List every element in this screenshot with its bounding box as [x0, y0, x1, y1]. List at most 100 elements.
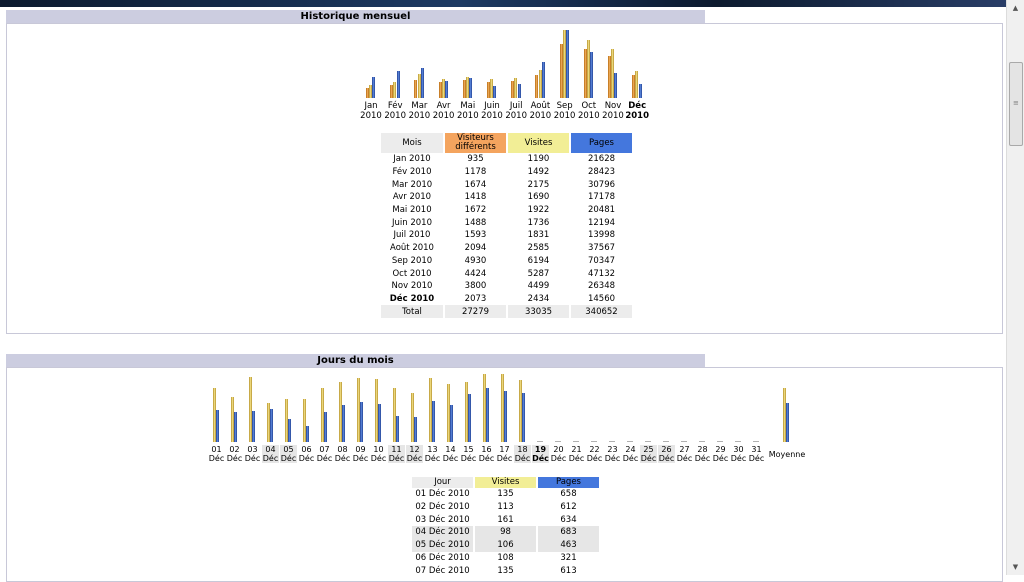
total-pages: 340652 [571, 305, 632, 318]
monthly-axis-label: Jan 2010 [360, 101, 382, 121]
day-cell: 05 Déc 2010 [412, 539, 473, 552]
monthly-axis-labels: Jan 2010 Fév 2010 Mar 2010 Avr 2010 Mai 2010 Juin 2… [360, 101, 662, 123]
table-row: Jan 2010 935 1190 21628 [381, 153, 632, 166]
table-row: Avr 2010 1418 1690 17178 [381, 191, 632, 204]
day-pages-cell: 634 [560, 514, 577, 525]
monthly-bar-visits [635, 71, 639, 98]
daily-bar-visits [393, 388, 396, 442]
monthly-bar-pages [493, 86, 497, 98]
monthly-bar-visits [369, 85, 373, 98]
visits-cell: 1736 [527, 217, 550, 228]
daily-bar-pages [468, 394, 471, 442]
visits-cell: 1831 [527, 230, 550, 241]
daily-average-label: Moyenne [768, 450, 806, 459]
pages-cell: 14560 [587, 293, 616, 304]
monthly-axis-label: Oct 2010 [577, 101, 600, 121]
unique-cell: 1672 [464, 205, 487, 216]
scrollbar-thumb[interactable]: ≡ [1009, 62, 1023, 146]
col-header-visits: Visites [508, 133, 569, 153]
day-cell: 07 Déc 2010 [415, 565, 470, 576]
daily-bar-pages [594, 441, 597, 442]
unique-cell: 3800 [464, 281, 487, 292]
visits-cell: 2175 [527, 179, 550, 190]
daily-axis-label: 18 Déc [514, 445, 531, 463]
pages-cell: 13998 [587, 230, 616, 241]
day-pages-cell: 683 [538, 526, 599, 540]
table-row: Août 2010 2094 2585 37567 [381, 242, 632, 255]
pages-cell: 17178 [587, 192, 616, 203]
table-row: Mai 2010 1672 1922 20481 [381, 204, 632, 217]
monthly-bar-pages [420, 68, 424, 98]
daily-axis-label: 31 Déc [748, 445, 765, 463]
daily-bar-visits [627, 441, 630, 442]
visits-cell: 1922 [527, 205, 550, 216]
monthly-bar-visits [514, 78, 518, 98]
monthly-bar-unique [462, 80, 466, 98]
daily-bar-pages [288, 419, 291, 442]
day-visits-cell: 106 [475, 539, 536, 552]
daily-bar-visits [537, 441, 540, 442]
monthly-bar-pages [566, 30, 569, 98]
monthly-axis-label: Déc 2010 [625, 101, 650, 121]
pages-cell: 37567 [587, 243, 616, 254]
monthly-bar-pages [469, 78, 473, 98]
monthly-bar-visits [417, 74, 421, 98]
unique-cell: 1418 [464, 192, 487, 203]
daily-bar-visits [267, 403, 270, 442]
unique-cell: 2073 [464, 293, 487, 304]
monthly-bar-pages [638, 84, 642, 98]
daily-bar-pages [738, 441, 741, 442]
day-visits-cell: 135 [497, 565, 514, 576]
daily-axis-label: 07 Déc [316, 445, 333, 463]
month-cell: Déc 2010 [389, 293, 435, 304]
table-row: Juin 2010 1488 1736 12194 [381, 216, 632, 229]
daily-bar-visits [303, 399, 306, 442]
daily-bar-pages [720, 441, 723, 442]
monthly-bar-pages [445, 81, 448, 98]
monthly-bar-visits [393, 82, 397, 98]
pages-cell: 12194 [587, 217, 616, 228]
daily-axis-label: 06 Déc [298, 445, 315, 463]
monthly-bar-unique [366, 88, 369, 98]
daily-bar-pages [360, 402, 363, 442]
table-row: Sep 2010 4930 6194 70347 [381, 255, 632, 268]
pages-cell: 30796 [587, 179, 616, 190]
col-header-day-pages: Pages [538, 477, 599, 488]
col-header-unique-visitors: Visiteurs différents [445, 133, 506, 153]
unique-cell: 1593 [464, 230, 487, 241]
pages-cell: 20481 [587, 205, 616, 216]
daily-axis-label: 22 Déc [586, 445, 603, 463]
unique-cell: 935 [467, 154, 484, 165]
day-pages-cell: 321 [560, 552, 577, 563]
daily-bar-pages [630, 441, 633, 442]
table-row: Oct 2010 4424 5287 47132 [381, 267, 632, 280]
pages-cell: 47132 [587, 268, 616, 279]
daily-bar-pages [702, 441, 705, 442]
vertical-scrollbar[interactable]: ▲ ≡ ▼ [1006, 0, 1024, 575]
month-cell: Juin 2010 [392, 217, 432, 228]
daily-axis-label: 13 Déc [424, 445, 441, 463]
unique-cell: 4930 [464, 255, 487, 266]
daily-axis-label: 04 Déc [262, 445, 279, 463]
scroll-up-arrow-icon[interactable]: ▲ [1012, 4, 1019, 12]
daily-bar-visits [231, 397, 234, 442]
daily-bar-visits [321, 388, 324, 442]
scroll-down-arrow-icon[interactable]: ▼ [1012, 563, 1019, 571]
day-visits-cell: 113 [497, 501, 514, 512]
daily-bar-visits [717, 441, 720, 442]
month-cell: Oct 2010 [392, 268, 432, 279]
daily-bar-pages [576, 441, 579, 442]
table-row: Mar 2010 1674 2175 30796 [381, 178, 632, 191]
daily-bar-pages [540, 441, 543, 442]
monthly-bar-unique [390, 85, 394, 98]
daily-axis-label: 14 Déc [442, 445, 459, 463]
daily-axis-label: 19 Déc [532, 445, 549, 463]
monthly-bar-unique [438, 82, 442, 98]
day-visits-cell: 98 [475, 526, 536, 540]
table-row: 07 Déc 2010 135 613 [412, 565, 599, 578]
table-row: 05 Déc 2010 106 463 [412, 539, 599, 552]
col-header-day: Jour [412, 477, 473, 488]
daily-bar-visits [357, 378, 360, 442]
month-cell: Fév 2010 [392, 167, 432, 178]
unique-cell: 1674 [464, 179, 487, 190]
